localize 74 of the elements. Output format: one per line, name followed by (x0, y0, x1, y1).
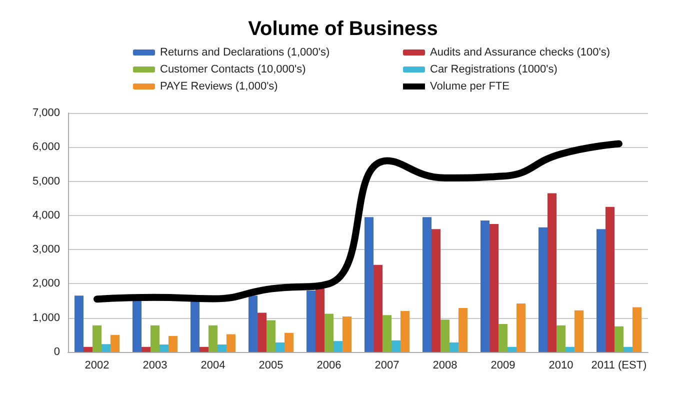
bar (160, 344, 168, 352)
bar (490, 224, 498, 352)
bar (150, 325, 160, 352)
legend-label: Customer Contacts (10,000's) (160, 64, 306, 76)
bar (284, 332, 294, 352)
bar (498, 324, 508, 352)
y-tick-label: 7,000 (32, 107, 60, 119)
bar (624, 346, 632, 352)
bar (248, 296, 258, 352)
bar (606, 206, 614, 352)
legend-label: Car Registrations (1000's) (430, 64, 558, 76)
bar (74, 296, 84, 352)
bar (200, 346, 208, 352)
bar (574, 310, 584, 352)
x-tick-label: 2005 (258, 360, 284, 372)
bar (334, 341, 342, 352)
y-tick-label: 6,000 (32, 141, 60, 154)
chart-title: Volume of Business (248, 18, 438, 40)
bar (364, 217, 374, 352)
bar (400, 311, 410, 352)
x-tick-label: 2011 (EST) (591, 360, 647, 372)
legend-label: Volume per FTE (430, 80, 510, 92)
bar (480, 220, 490, 352)
bar (276, 342, 284, 352)
bar (632, 307, 642, 352)
bar (440, 320, 450, 352)
legend-label: Returns and Declarations (1,000's) (160, 46, 330, 58)
y-tick-label: 0 (54, 346, 60, 358)
bar (458, 308, 468, 352)
y-tick-label: 4,000 (32, 209, 60, 222)
bar (132, 299, 142, 352)
x-tick-label: 2007 (374, 360, 400, 372)
bar (226, 334, 236, 352)
bar (110, 334, 120, 352)
bar (92, 325, 102, 352)
x-tick-label: 2003 (142, 360, 168, 372)
bar (218, 344, 226, 352)
y-tick-label: 3,000 (32, 244, 60, 256)
bar (516, 304, 526, 352)
bar (432, 229, 440, 352)
bar (84, 346, 92, 352)
bar (306, 290, 316, 352)
bar (614, 326, 624, 352)
bar (382, 315, 392, 352)
legend-label: Audits and Assurance checks (100's) (430, 46, 610, 58)
y-tick-label: 5,000 (32, 175, 60, 188)
bar (102, 344, 110, 352)
x-tick-label: 2010 (548, 360, 574, 372)
x-tick-label: 2009 (490, 360, 516, 372)
bar (374, 264, 382, 352)
x-tick-label: 2004 (200, 360, 226, 372)
bar (566, 346, 574, 352)
bar (258, 312, 266, 352)
bar (538, 227, 548, 352)
bar (450, 342, 458, 352)
bar (556, 325, 566, 352)
bar (266, 320, 276, 352)
y-tick-label: 2,000 (32, 278, 60, 290)
bar (324, 314, 334, 352)
bar (508, 346, 516, 352)
bar (142, 346, 150, 352)
bar (422, 217, 432, 352)
y-tick-label: 1,000 (32, 312, 60, 324)
legend-label: PAYE Reviews (1,000's) (160, 80, 278, 92)
bar (208, 325, 218, 352)
bar (342, 316, 352, 352)
bar (168, 336, 178, 352)
bar (548, 193, 556, 352)
bar (596, 229, 606, 352)
x-tick-label: 2002 (84, 360, 110, 372)
bar (392, 340, 400, 352)
x-tick-label: 2008 (432, 360, 458, 372)
bar (316, 287, 324, 352)
x-tick-label: 2006 (316, 360, 342, 372)
